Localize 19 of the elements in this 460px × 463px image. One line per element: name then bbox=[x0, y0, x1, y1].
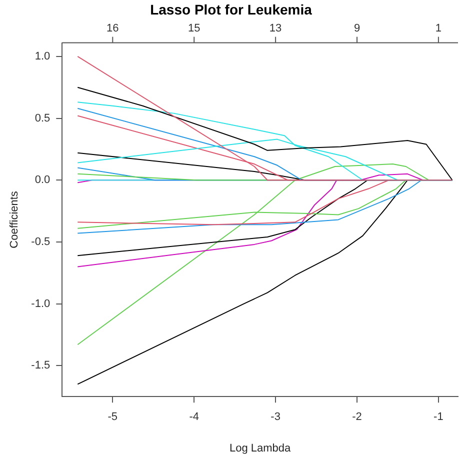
y-tick-label: 0.5 bbox=[34, 112, 50, 124]
x-tick-label: -2 bbox=[352, 411, 362, 424]
y-tick-label: 0.0 bbox=[34, 174, 50, 186]
x-tick-label: -5 bbox=[108, 411, 118, 424]
y-axis-title: Coefficients bbox=[8, 190, 21, 248]
text: 9 bbox=[354, 22, 360, 34]
y-tick-label: 1.0 bbox=[34, 50, 50, 62]
text: 15 bbox=[188, 22, 200, 34]
y-tick-label: -1.5 bbox=[31, 360, 50, 372]
x-tick-label: -1 bbox=[434, 411, 444, 424]
text: 13 bbox=[269, 22, 282, 34]
text: 1 bbox=[435, 22, 442, 34]
chart-title: Lasso Plot for Leukemia bbox=[150, 1, 312, 18]
text: 16 bbox=[106, 22, 119, 34]
y-tick-label: -1.0 bbox=[31, 298, 50, 310]
y-tick-label: -0.5 bbox=[31, 236, 50, 248]
x-axis-title: Log Lambda bbox=[229, 442, 292, 454]
x-tick-label: -3 bbox=[270, 411, 280, 424]
x-tick-label: -4 bbox=[189, 411, 199, 424]
